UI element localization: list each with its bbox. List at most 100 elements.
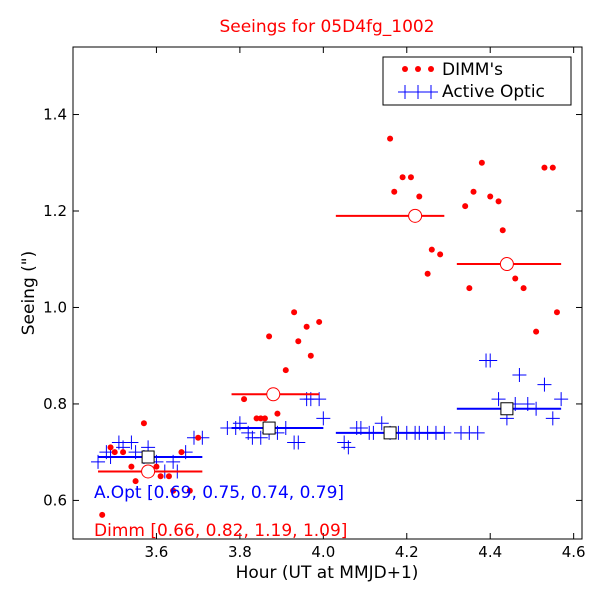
- dimm-point: [186, 487, 193, 494]
- dimm-point: [424, 270, 431, 277]
- dimm-point: [541, 164, 548, 171]
- dimm-point: [132, 478, 139, 485]
- dimm-point: [274, 410, 281, 417]
- axis-ticks: 3.6 3.8 4.0 4.2 4.4 4.6 0.6 0.8 1.0 1.2 1.4: [43, 47, 586, 561]
- legend-ao-plus: [398, 85, 412, 99]
- y-tick-label: 1.0: [43, 298, 67, 316]
- x-tick-label: 4.4: [478, 543, 502, 561]
- dimm-point: [428, 246, 435, 253]
- dimm-point: [303, 323, 310, 330]
- aopt-mean-marker: [262, 421, 276, 435]
- active-optic-point: [124, 435, 139, 450]
- dimm-point: [241, 396, 248, 403]
- dimm-point: [307, 352, 314, 359]
- dimm-point: [487, 193, 494, 200]
- dimm-point: [111, 449, 118, 456]
- dimm-point: [282, 367, 289, 374]
- dimm-mean-marker: [141, 464, 156, 479]
- dimm-point: [549, 164, 556, 171]
- active-optic-point: [312, 392, 327, 407]
- x-axis-label: Hour (UT at MMJD+1): [236, 563, 419, 583]
- dimm-point: [478, 159, 485, 166]
- aopt-annotation: A.Opt [0.69, 0.75, 0.74, 0.79]: [94, 483, 344, 503]
- y-tick-label: 0.8: [43, 395, 67, 413]
- dimm-point: [178, 449, 185, 456]
- dimm-mean-marker: [408, 208, 423, 223]
- x-tick-label: 3.6: [145, 543, 169, 561]
- dimm-point: [261, 415, 268, 422]
- dimm-point: [195, 434, 202, 441]
- dimm-point: [107, 444, 114, 451]
- chart-title: Seeings for 05D4fg_1002: [219, 17, 434, 37]
- dimm-point: [253, 415, 260, 422]
- active-optic-point: [491, 392, 506, 407]
- y-tick-label: 1.2: [43, 202, 67, 220]
- legend-active-optic-label: Active Optic: [442, 82, 545, 102]
- dimm-point: [157, 473, 164, 480]
- dimm-point: [99, 511, 106, 518]
- dimm-point: [257, 415, 264, 422]
- dimm-point: [495, 198, 502, 205]
- dimm-point: [499, 227, 506, 234]
- active-optic-point: [374, 416, 389, 431]
- x-tick-label: 4.0: [311, 543, 335, 561]
- dimm-point: [170, 487, 177, 494]
- dimm-point: [407, 174, 414, 181]
- active-optic-point: [291, 435, 306, 450]
- aopt-mean-marker: [383, 426, 397, 440]
- plot-frame: [72, 46, 583, 540]
- dimm-point: [153, 463, 160, 470]
- active-optic-point: [341, 440, 356, 455]
- active-optic-point: [253, 430, 268, 445]
- dimm-point: [266, 333, 273, 340]
- dimm-point: [470, 188, 477, 195]
- aopt-mean-marker: [141, 450, 155, 464]
- x-tick-label: 3.8: [228, 543, 252, 561]
- dimm-point: [120, 449, 127, 456]
- dimm-annotation: Dimm [0.66, 0.82, 1.19, 1.09]: [94, 521, 347, 541]
- active-optic-point: [537, 377, 552, 392]
- y-tick-label: 0.6: [43, 491, 67, 509]
- dimm-point: [165, 473, 172, 480]
- active-optic-point: [545, 411, 560, 426]
- aopt-mean-marker: [500, 402, 514, 416]
- dimm-point: [140, 420, 147, 427]
- active-optic-point: [316, 411, 331, 426]
- dimm-point: [553, 309, 560, 316]
- dimm-point: [416, 193, 423, 200]
- y-tick-label: 1.4: [43, 106, 67, 124]
- dimm-mean-marker: [499, 257, 514, 272]
- legend-dimm-label: DIMM's: [442, 60, 503, 80]
- x-tick-label: 4.2: [395, 543, 419, 561]
- active-optic-point: [554, 392, 569, 407]
- dimm-point: [520, 285, 527, 292]
- legend-box: [382, 56, 572, 106]
- dimm-mean-marker: [266, 387, 281, 402]
- dimm-point: [462, 203, 469, 210]
- y-axis-label: Seeing ("): [19, 251, 39, 336]
- active-optic-point: [483, 353, 498, 368]
- legend-active-optic-marker: [398, 85, 438, 99]
- dimm-point: [466, 285, 473, 292]
- dimm-point: [291, 309, 298, 316]
- dimm-point: [387, 135, 394, 142]
- dimm-point: [437, 251, 444, 258]
- legend-dimm-dot: [402, 66, 408, 72]
- legend-ao-plus: [424, 85, 438, 99]
- dimm-point: [295, 338, 302, 345]
- legend-ao-plus: [411, 85, 425, 99]
- dimm-point: [512, 275, 519, 282]
- dimm-point: [391, 188, 398, 195]
- dimm-point: [316, 318, 323, 325]
- legend-dimm-marker: [402, 66, 434, 72]
- legend-dimm-dot: [415, 66, 421, 72]
- legend-dimm-dot: [428, 66, 434, 72]
- dimm-point: [533, 328, 540, 335]
- dimm-point: [399, 174, 406, 181]
- x-tick-label: 4.6: [562, 543, 586, 561]
- data-marks: [91, 135, 569, 518]
- active-optic-point: [470, 425, 485, 440]
- legend: DIMM's Active Optic: [382, 56, 572, 106]
- active-optic-point: [512, 368, 527, 382]
